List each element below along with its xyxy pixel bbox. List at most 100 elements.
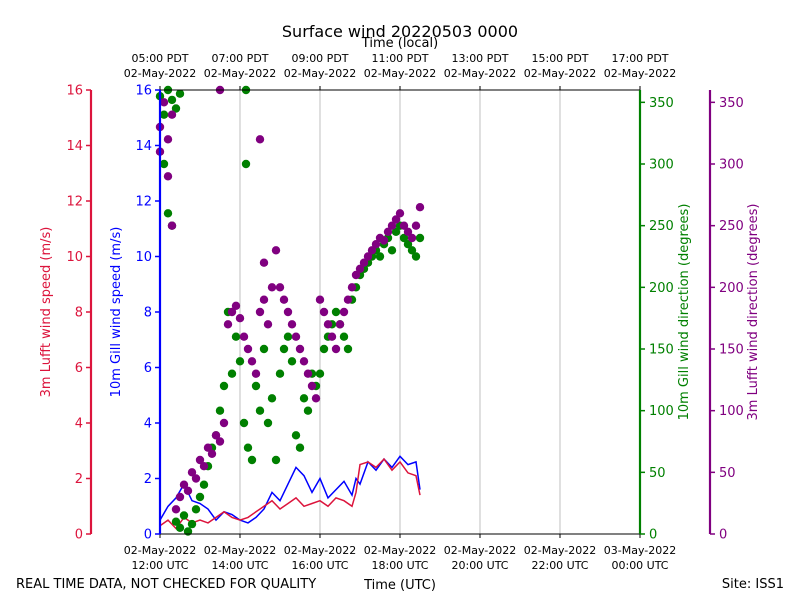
top-tick-label-time: 15:00 PDT [531, 52, 588, 65]
data-point [259, 295, 269, 304]
lufft_speed-tick-label: 10 [66, 250, 83, 265]
data-point [179, 511, 189, 520]
lufft_dir-tick-label: 250 [719, 219, 744, 234]
data-point [219, 418, 229, 428]
data-point [407, 233, 417, 243]
data-point [411, 221, 421, 230]
data-point [291, 431, 301, 440]
data-point [223, 320, 233, 329]
data-point [251, 381, 261, 391]
data-point [207, 449, 217, 458]
data-point [367, 246, 377, 255]
data-point [359, 258, 369, 267]
data-point [243, 344, 253, 354]
x-tick-label-time: 22:00 UTC [531, 559, 588, 572]
data-point [347, 283, 357, 292]
series-line [159, 457, 421, 530]
gill_dir-axis-label: 10m Gill wind direction (degrees) [677, 204, 692, 421]
data-point [171, 104, 181, 113]
data-point [407, 246, 417, 255]
data-point [271, 455, 281, 465]
data-point [159, 159, 169, 169]
data-point [399, 233, 409, 243]
data-point [251, 369, 261, 378]
data-point [247, 455, 257, 465]
data-point [219, 381, 229, 391]
data-point [231, 301, 241, 310]
data-point [335, 320, 345, 329]
data-point [187, 468, 197, 477]
lufft_speed-tick-label: 14 [66, 139, 83, 154]
top-tick-label-time: 07:00 PDT [211, 52, 268, 65]
data-point [199, 480, 209, 489]
data-point [243, 443, 253, 452]
top-tick-label-time: 13:00 PDT [451, 52, 508, 65]
lufft_speed-axis-label: 3m Lufft wind speed (m/s) [39, 227, 54, 398]
data-point [383, 227, 393, 236]
data-point [339, 332, 349, 341]
data-point [339, 307, 349, 317]
chart-title: Surface wind 20220503 0000 [282, 22, 518, 41]
data-point [167, 110, 177, 119]
top-tick-label-date: 02-May-2022 [524, 67, 596, 80]
lufft_speed-tick-label: 16 [66, 84, 83, 99]
data-point [319, 344, 329, 354]
lufft_dir-axis-label: 3m Lufft wind direction (degrees) [746, 204, 761, 421]
data-point [371, 240, 381, 249]
data-point [235, 314, 245, 323]
axes-layer: 02-May-2022 12:00 UTC 02-May-2022 14:00 UTC… [39, 52, 761, 572]
data-point [263, 418, 273, 428]
data-point [255, 307, 265, 317]
data-point [291, 332, 301, 341]
data-point [403, 240, 413, 249]
data-point [395, 209, 405, 218]
data-point [163, 172, 173, 181]
data-point [175, 523, 185, 532]
data-point [279, 295, 289, 304]
lufft_speed-tick-label: 2 [75, 472, 83, 487]
lufft_speed-tick-label: 4 [75, 417, 83, 432]
data-point [343, 344, 353, 354]
data-point [387, 246, 397, 255]
data-point [215, 406, 225, 415]
data-point [351, 270, 361, 280]
data-point [403, 227, 413, 236]
x-tick-label-date: 02-May-2022 [444, 544, 516, 557]
lufft_dir-tick-label: 0 [719, 528, 727, 543]
data-point [167, 95, 177, 105]
data-point [331, 344, 341, 354]
x-tick-label-date: 02-May-2022 [524, 544, 596, 557]
data-point [287, 320, 297, 329]
gill_dir-tick-label: 250 [649, 219, 674, 234]
top-tick-label-date: 02-May-2022 [604, 67, 676, 80]
data-point [255, 406, 265, 415]
gill_speed-tick-label: 16 [135, 84, 152, 99]
lufft_dir-tick-label: 100 [719, 404, 744, 419]
top-tick-label-date: 02-May-2022 [364, 67, 436, 80]
lufft_speed-tick-label: 12 [66, 195, 83, 210]
gill_dir-tick-label: 300 [649, 158, 674, 173]
data-point [343, 295, 353, 304]
gill_dir-tick-label: 150 [649, 343, 674, 358]
data-point [387, 221, 397, 230]
data-point [255, 135, 265, 144]
data-point [263, 320, 273, 329]
gill_dir-tick-label: 200 [649, 281, 674, 296]
data-point [355, 264, 365, 273]
data-point [303, 406, 313, 415]
gill_speed-tick-label: 8 [144, 306, 152, 321]
gill_speed-axis-label: 10m Gill wind speed (m/s) [109, 227, 124, 398]
top-tick-label-time: 05:00 PDT [131, 52, 188, 65]
lufft_dir-tick-label: 200 [719, 281, 744, 296]
gill_speed-tick-label: 0 [144, 528, 152, 543]
gill_speed-tick-label: 10 [135, 250, 152, 265]
data-point [303, 369, 313, 378]
gill_dir-tick-label: 50 [649, 466, 666, 481]
series-line [159, 455, 421, 524]
top-axis-label: Time (local) [361, 36, 438, 51]
data-point [247, 357, 257, 366]
x-tick-label-date: 03-May-2022 [604, 544, 676, 557]
lufft_speed-tick-label: 6 [75, 361, 83, 376]
x-tick-label-time: 20:00 UTC [451, 559, 508, 572]
data-point [259, 258, 269, 267]
